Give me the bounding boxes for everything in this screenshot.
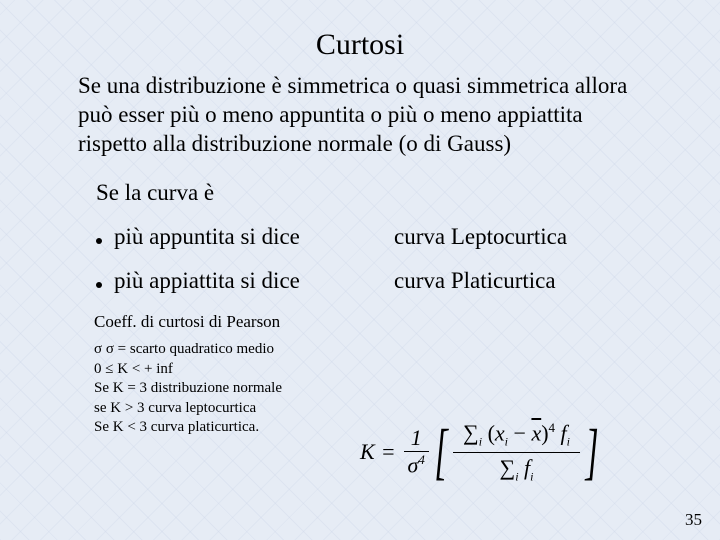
bullet-right-text: curva Leptocurtica	[394, 224, 567, 250]
formula-block: K = 1 σ4 [ ∑i (xi − x)4 fi ∑i fi ]	[360, 418, 604, 486]
formula-lhs: K	[360, 439, 375, 465]
outer-den: σ4	[404, 452, 429, 478]
bullet-dot-icon	[96, 282, 102, 288]
inner-num: ∑i (xi − x)4 fi	[453, 418, 580, 453]
xi: x	[495, 420, 505, 445]
xi-sub: i	[505, 435, 508, 449]
fi-den-sub: i	[530, 469, 533, 483]
sum-sub: i	[515, 469, 518, 483]
bullet-left-text: più appuntita si dice	[114, 224, 384, 250]
bullet-right-text: curva Platicurtica	[394, 268, 556, 294]
bullet-left-text: più appiattita si dice	[114, 268, 384, 294]
page-number: 35	[685, 510, 702, 530]
sigma-pow: 4	[418, 452, 425, 467]
sigma: σ	[408, 453, 419, 478]
outer-num: 1	[404, 425, 429, 452]
note-line: σ σ = scarto quadratico medio	[94, 340, 720, 360]
xbar: x	[531, 420, 541, 445]
subheading: Se la curva è	[0, 180, 720, 206]
intro-paragraph: Se una distribuzione è simmetrica o quas…	[0, 72, 720, 158]
list-item: più appuntita si dice curva Leptocurtica	[96, 224, 720, 250]
sum-sub: i	[479, 435, 482, 449]
sum-symbol: ∑	[500, 455, 516, 481]
inner-fraction: ∑i (xi − x)4 fi ∑i fi	[453, 418, 580, 486]
sum-symbol: ∑	[463, 420, 479, 446]
paren-pow: 4	[549, 420, 556, 435]
note-line: se K > 3 curva leptocurtica	[94, 399, 720, 419]
note-line: Se K = 3 distribuzione normale	[94, 379, 720, 399]
outer-fraction: 1 σ4	[404, 425, 429, 478]
inner-den: ∑i fi	[453, 453, 580, 486]
right-bracket-icon: ]	[585, 421, 598, 483]
left-bracket-icon: [	[434, 421, 447, 483]
bullet-dot-icon	[96, 238, 102, 244]
note-line: 0 ≤ K < + inf	[94, 360, 720, 380]
page-title: Curtosi	[0, 0, 720, 72]
list-item: più appiattita si dice curva Platicurtic…	[96, 268, 720, 294]
formula-eq: =	[381, 439, 396, 465]
coeff-label: Coeff. di curtosi di Pearson	[0, 312, 720, 332]
fi-sub: i	[567, 435, 570, 449]
bullet-list: più appuntita si dice curva Leptocurtica…	[0, 224, 720, 294]
